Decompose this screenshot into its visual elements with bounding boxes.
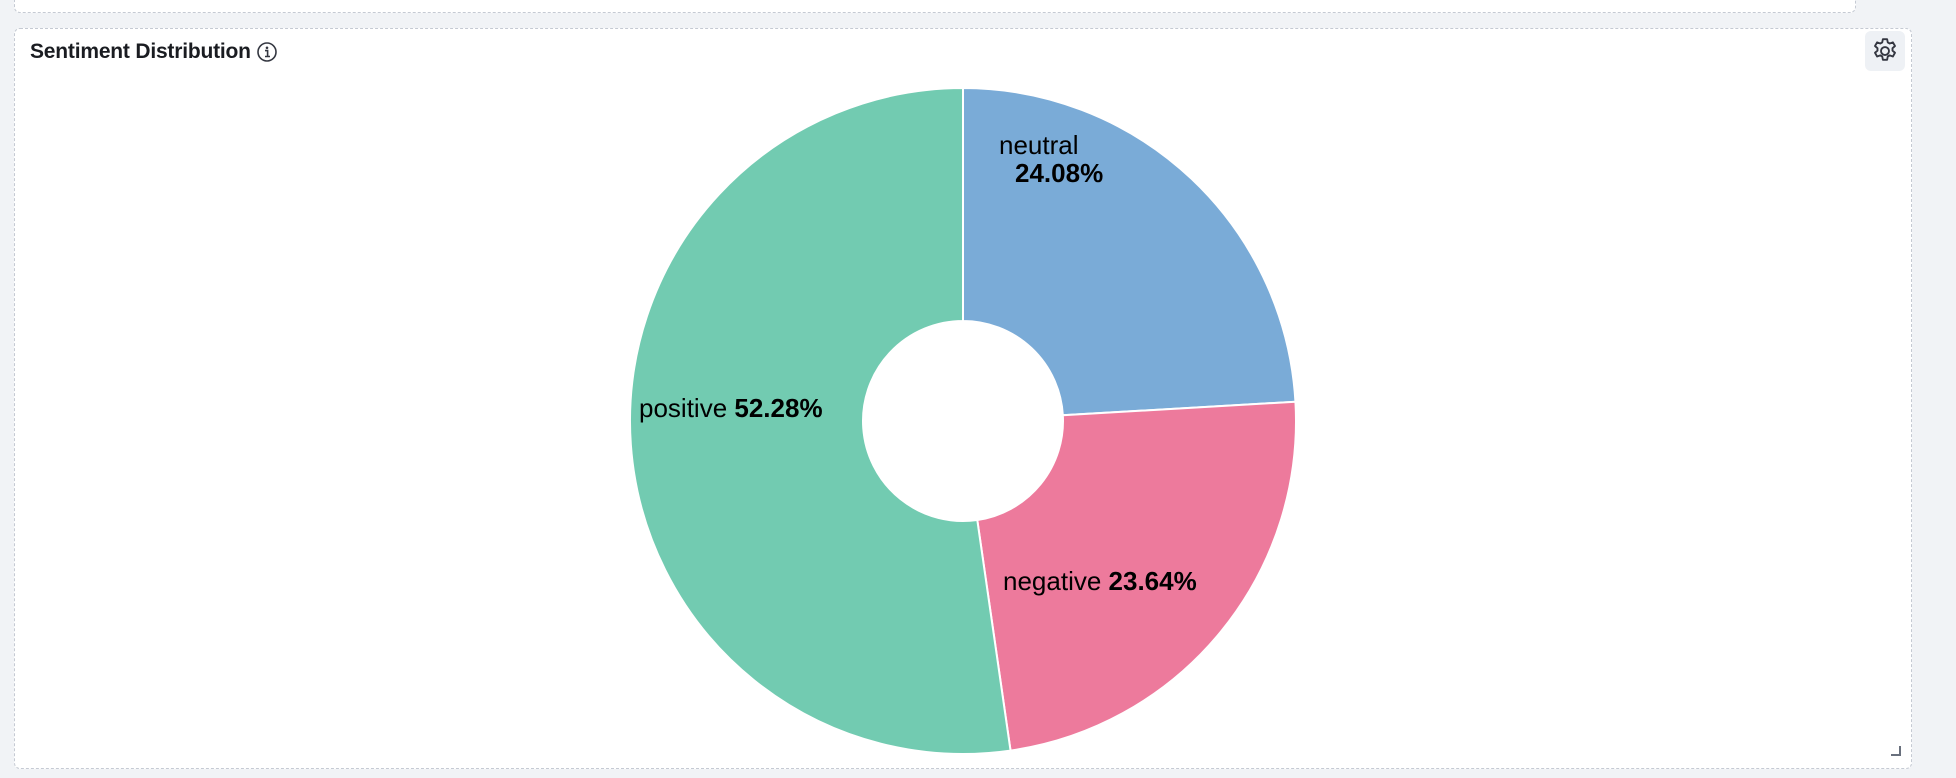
slice-percent-negative: 23.64% xyxy=(1109,566,1197,596)
chart-slices xyxy=(629,86,1297,755)
slice-positive[interactable] xyxy=(629,86,1012,755)
panel-header: Sentiment Distribution xyxy=(30,39,278,65)
previous-panel xyxy=(14,0,1856,13)
slice-negative[interactable] xyxy=(976,400,1297,752)
slice-percent-positive: 52.28% xyxy=(734,393,822,423)
info-icon[interactable] xyxy=(256,41,278,63)
panel-title: Sentiment Distribution xyxy=(30,40,251,63)
resize-handle[interactable] xyxy=(1891,746,1901,756)
slice-label-positive: positive 52.28% xyxy=(639,393,823,423)
gear-icon xyxy=(1874,38,1896,61)
slice-label-negative: negative 23.64% xyxy=(1003,566,1197,596)
slice-percent-neutral: 24.08% xyxy=(1015,158,1103,188)
panel-settings-button[interactable] xyxy=(1865,31,1905,71)
slice-label-neutral: neutral xyxy=(999,130,1079,160)
slice-neutral[interactable] xyxy=(962,86,1297,417)
sentiment-panel: neutral 24.08% negative 23.64% positive 52.… xyxy=(14,28,1912,769)
